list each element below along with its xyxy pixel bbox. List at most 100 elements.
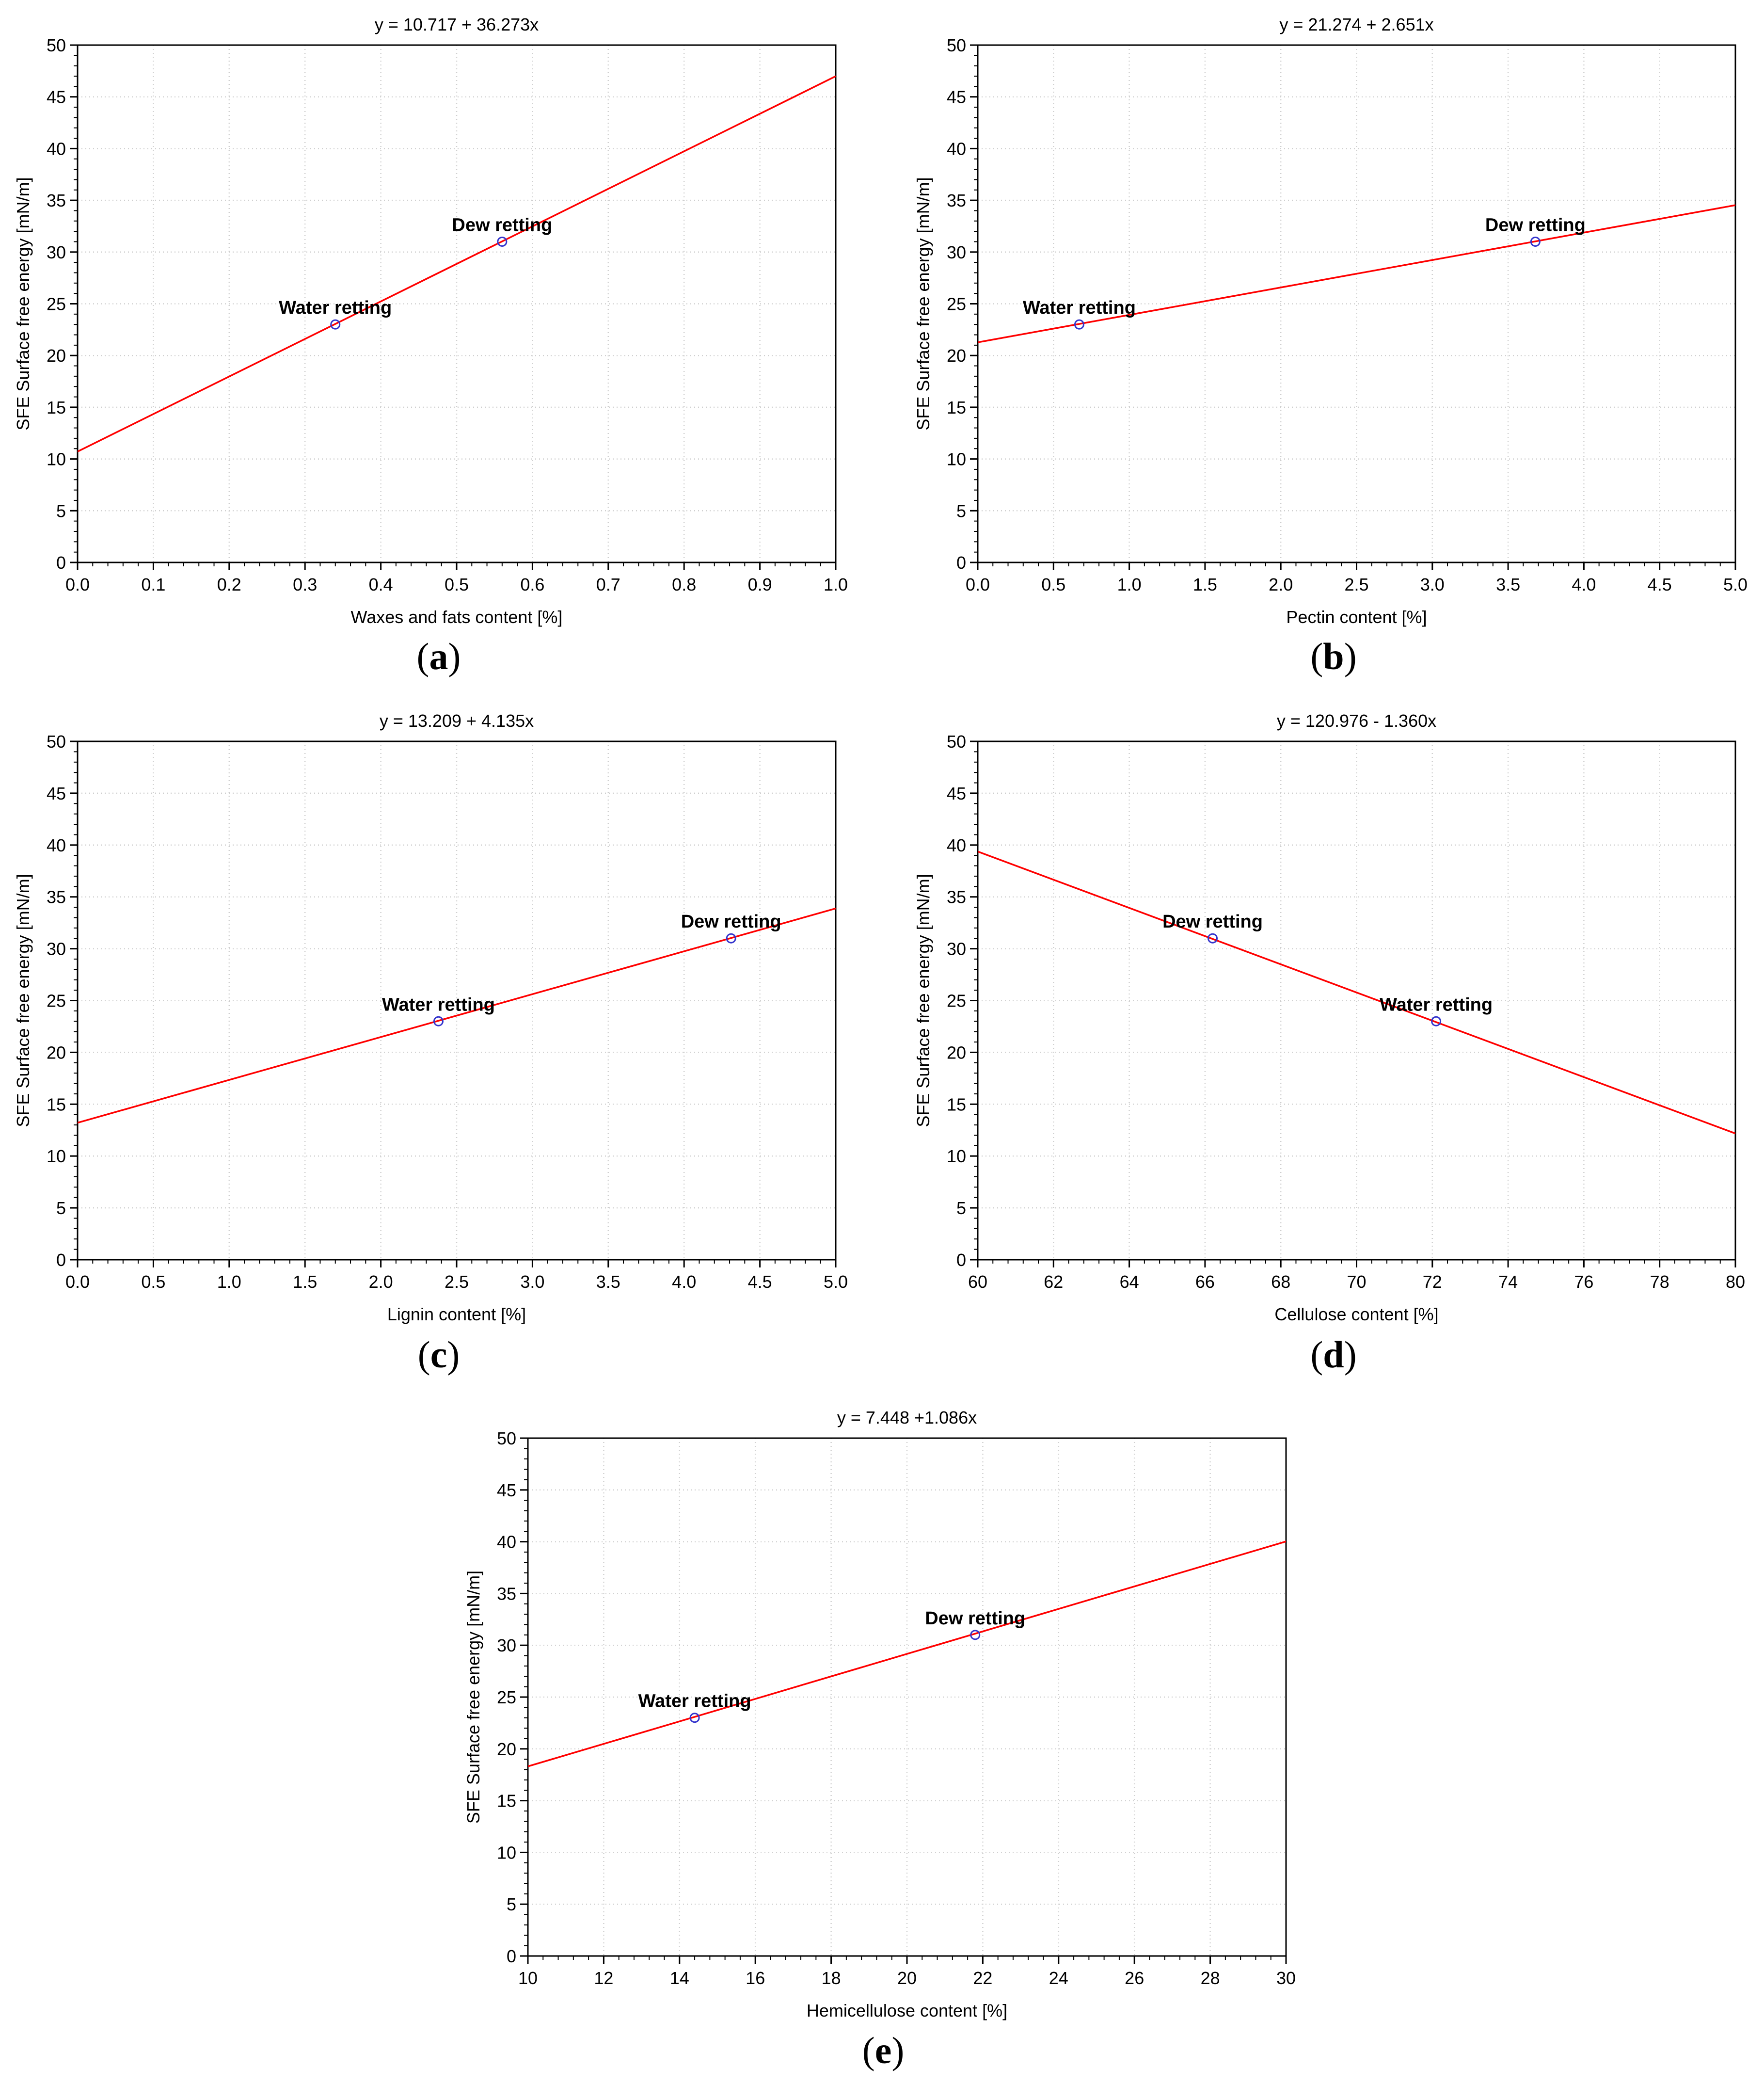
- x-tick-label: 4.0: [672, 1272, 696, 1292]
- y-tick-label: 40: [47, 835, 66, 855]
- chart-title: y = 7.448 +1.086x: [837, 1408, 977, 1427]
- y-tick-label: 15: [497, 1791, 516, 1811]
- x-axis-label: Pectin content [%]: [1286, 607, 1427, 627]
- chart-title: y = 13.209 + 4.135x: [380, 711, 534, 731]
- y-tick-label: 30: [47, 939, 66, 959]
- x-tick-label: 0.5: [445, 575, 469, 594]
- x-tick-label: 72: [1423, 1272, 1442, 1292]
- data-point: [726, 933, 736, 944]
- x-tick-label: 1.5: [293, 1272, 317, 1292]
- data-point-label: Water retting: [382, 994, 495, 1015]
- x-tick-label: 0.8: [672, 575, 696, 594]
- y-tick-label: 0: [956, 1250, 966, 1270]
- x-tick-label: 3.5: [1496, 575, 1520, 594]
- data-point-label: Dew retting: [1485, 215, 1586, 235]
- panel-label: (a): [417, 635, 461, 677]
- x-tick-label: 68: [1271, 1272, 1290, 1292]
- x-tick-label: 0.3: [293, 575, 317, 594]
- x-tick-label: 1.0: [1117, 575, 1142, 594]
- data-point-label: Dew retting: [925, 1608, 1025, 1629]
- x-tick-label: 26: [1125, 1968, 1144, 1988]
- x-tick-label: 0.2: [217, 575, 241, 594]
- y-tick-label: 0: [56, 1250, 66, 1270]
- x-tick-label: 30: [1276, 1968, 1296, 1988]
- data-point-label: Dew retting: [452, 215, 552, 235]
- y-tick-label: 35: [497, 1584, 516, 1603]
- x-tick-label: 2.5: [445, 1272, 469, 1292]
- data-point: [970, 1630, 981, 1640]
- chart-title: y = 21.274 + 2.651x: [1279, 15, 1433, 34]
- y-tick-label: 15: [47, 1094, 66, 1114]
- y-tick-label: 20: [947, 346, 966, 366]
- x-tick-label: 0.9: [748, 575, 772, 594]
- x-tick-label: 4.5: [748, 1272, 772, 1292]
- x-tick-label: 64: [1120, 1272, 1139, 1292]
- x-tick-label: 5.0: [824, 1272, 848, 1292]
- y-tick-label: 5: [956, 501, 966, 521]
- x-tick-label: 0.0: [65, 575, 90, 594]
- y-tick-label: 10: [47, 1146, 66, 1166]
- x-tick-label: 3.0: [1420, 575, 1445, 594]
- y-tick-label: 25: [47, 991, 66, 1011]
- x-tick-label: 1.0: [217, 1272, 241, 1292]
- y-axis-label: SFE Surface free energy [mN/m]: [913, 874, 933, 1127]
- y-axis-label: SFE Surface free energy [mN/m]: [463, 1571, 483, 1824]
- data-point-label: Dew retting: [681, 912, 781, 932]
- data-point: [497, 236, 508, 247]
- x-tick-label: 0.1: [141, 575, 165, 594]
- panel-label: (b): [1310, 635, 1356, 677]
- y-tick-label: 35: [47, 887, 66, 907]
- data-point: [1431, 1016, 1442, 1026]
- x-tick-label: 2.0: [369, 1272, 393, 1292]
- data-point: [1530, 236, 1541, 247]
- y-tick-label: 50: [497, 1428, 516, 1448]
- y-tick-label: 35: [47, 191, 66, 210]
- data-point: [1074, 319, 1084, 330]
- x-tick-label: 3.5: [596, 1272, 620, 1292]
- chart-panel-e: 10 12 14 16 18 20 22 24 26 28 30 0 5 10 15 20 25 30 35 40 45…: [463, 1408, 1296, 2071]
- y-tick-label: 40: [947, 835, 966, 855]
- x-tick-label: 76: [1574, 1272, 1593, 1292]
- x-tick-label: 14: [670, 1968, 689, 1988]
- x-axis-label: Hemicellulose content [%]: [807, 2001, 1007, 2020]
- data-point-label: Water retting: [638, 1691, 751, 1712]
- x-tick-label: 0.0: [65, 1272, 90, 1292]
- x-tick-label: 70: [1347, 1272, 1366, 1292]
- x-tick-label: 0.4: [369, 575, 393, 594]
- panel-label: (d): [1310, 1333, 1356, 1376]
- x-tick-label: 1.0: [824, 575, 848, 594]
- regression-line: [78, 75, 836, 452]
- chart-panel-a: 0.0 0.1 0.2 0.3 0.4 0.5 0.6 0.7 0.8 0.9 1.0 0 5 10 15 2…: [13, 15, 848, 677]
- y-tick-label: 30: [47, 242, 66, 262]
- y-tick-label: 15: [47, 398, 66, 417]
- x-tick-label: 0.0: [966, 575, 990, 594]
- y-tick-label: 30: [947, 939, 966, 959]
- panel-letter: e: [875, 2029, 892, 2071]
- y-tick-label: 25: [497, 1687, 516, 1707]
- x-tick-label: 74: [1498, 1272, 1518, 1292]
- panel-letter: a: [429, 635, 448, 677]
- y-tick-label: 40: [47, 139, 66, 159]
- y-tick-label: 45: [47, 87, 66, 107]
- chart-title: y = 120.976 - 1.360x: [1277, 711, 1436, 731]
- x-tick-label: 4.5: [1648, 575, 1672, 594]
- data-point: [330, 319, 341, 330]
- data-point-label: Water retting: [279, 298, 392, 318]
- y-tick-label: 10: [947, 449, 966, 469]
- y-tick-label: 5: [56, 501, 66, 521]
- y-tick-label: 50: [947, 35, 966, 55]
- y-tick-label: 5: [507, 1894, 516, 1914]
- y-tick-label: 50: [47, 35, 66, 55]
- data-point-label: Dew retting: [1162, 912, 1263, 932]
- y-tick-label: 35: [947, 887, 966, 907]
- panel-letter: c: [430, 1333, 447, 1376]
- y-tick-label: 40: [947, 139, 966, 159]
- x-axis-label: Cellulose content [%]: [1274, 1304, 1438, 1324]
- y-tick-label: 15: [947, 398, 966, 417]
- chart-title: y = 10.717 + 36.273x: [375, 15, 539, 34]
- x-tick-label: 0.5: [1041, 575, 1065, 594]
- panel-label: (e): [862, 2029, 905, 2071]
- x-tick-label: 16: [746, 1968, 765, 1988]
